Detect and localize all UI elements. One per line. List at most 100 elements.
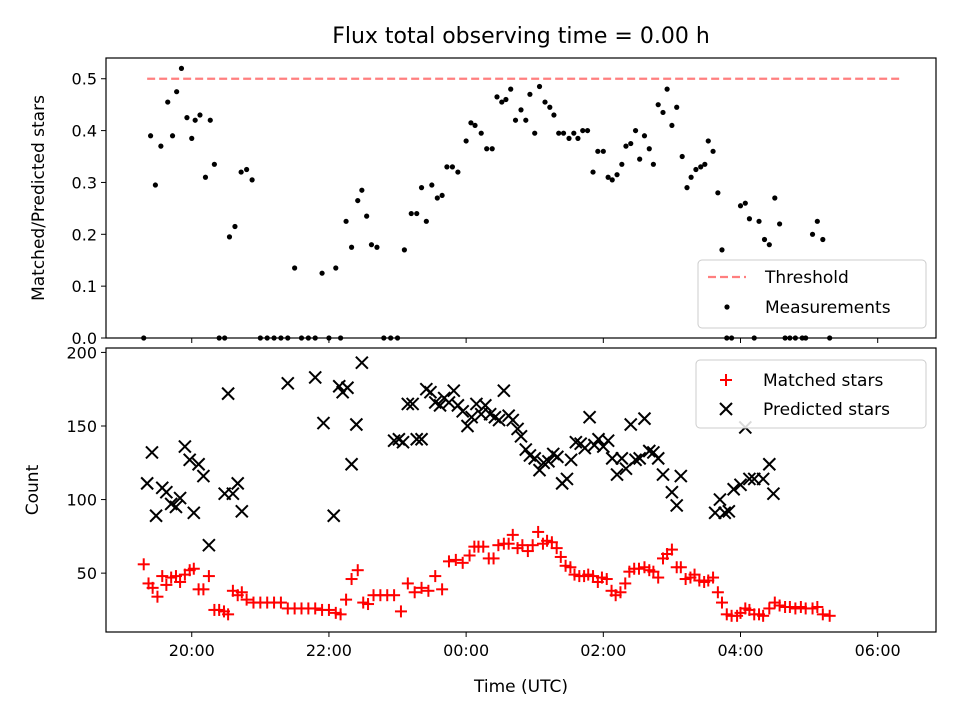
measurement-point [527,91,533,97]
predicted-star-point [541,454,556,469]
predicted-star-point [423,385,438,399]
measurement-point [343,218,349,224]
matched-star-point [823,609,836,622]
matched-star-point [715,596,728,609]
predicted-star-point [464,410,479,424]
matched-star-point [506,528,519,541]
predicted-star-point [169,500,183,514]
measurement-point [766,242,772,248]
predicted-star-point [756,472,770,486]
count-x-tick-label: 20:00 [169,641,215,660]
measurement-point [512,117,519,123]
matched-star-point [532,525,545,538]
legend-measurements-label: Measurements [765,298,891,318]
ratio-y-tick-label: 0.0 [72,329,97,348]
ratio-y-tick-label: 0.1 [72,277,97,296]
x-axis-label: Time (UTC) [473,677,568,697]
predicted-star-point [578,441,592,455]
measurement-point [348,244,355,250]
matched-star-point [456,556,469,569]
predicted-star-point [742,472,757,486]
measurement-points [141,65,833,341]
measurement-point [809,231,816,237]
matched-star-point [711,586,724,599]
matched-star-point [322,603,335,616]
predicted-star-point [615,451,629,466]
ratio-axes-frame [105,57,937,339]
measurement-point [444,164,450,170]
matched-star-point [463,549,476,562]
predicted-star-point [718,506,732,520]
measurement-point [434,195,440,201]
predicted-star-point [528,451,542,466]
measurement-point [777,221,783,227]
measurement-point [449,164,456,170]
measurement-point [472,122,478,129]
measurement-point [532,130,538,136]
matched-star-point [763,602,776,615]
measurement-point [542,99,548,105]
matched-star-point [197,583,210,596]
matched-star-point [502,537,515,550]
matched-star-point [274,596,287,609]
measurement-point [551,112,557,118]
measurement-point [165,99,171,105]
measurement-point [364,213,370,219]
ratio-y-tick-label: 0.5 [72,70,97,89]
measurement-point [623,143,629,149]
predicted-star-point [230,476,245,491]
count-y-tick-label: 150 [66,417,97,436]
matched-star-point [408,586,421,599]
predicted-star-point [316,416,331,430]
legend-threshold-label: Threshold [764,268,849,288]
legend-predicted-label: Predicted stars [763,400,890,420]
count-axes-frame [105,347,937,633]
matched-star-point [516,539,529,552]
measurement-point [605,174,611,180]
predicted-star-point [670,498,684,513]
matched-star-point [202,570,215,583]
measurement-point [669,122,675,129]
predicted-star-point [191,457,206,471]
matched-star-point [187,562,200,575]
matched-star-point [156,570,169,583]
predicted-star-point [628,453,643,467]
predicted-star-point [349,417,364,432]
matched-star-point [707,571,720,584]
measurement-point [637,156,643,162]
measurement-point [355,197,361,204]
measurement-point [211,161,217,167]
measurement-point [772,195,778,201]
measurement-point [374,244,380,250]
matched-star-point [632,562,645,575]
predicted-star-point [610,467,624,482]
predicted-star-point [226,486,240,501]
ratio-y-tick-label: 0.3 [72,173,97,192]
predicted-star-point [455,404,470,418]
predicted-star-point [344,457,359,471]
predicted-star-point [396,435,410,449]
measurement-point [705,138,711,144]
measurement-point [508,86,514,92]
ratio-y-tick-label: 0.4 [72,122,97,141]
matched-star-point [388,589,401,602]
matched-star-point [146,581,159,594]
measurement-point [418,185,425,191]
matched-star-point [665,543,678,556]
measurement-point [756,218,762,224]
predicted-star-point [196,469,211,483]
predicted-star-point [202,538,216,552]
measurement-point [650,161,656,167]
predicted-star-point [564,453,578,467]
measurement-point [478,130,484,136]
predicted-star-point [582,410,597,424]
matched-star-point [477,540,490,553]
measurement-point [189,135,195,141]
ratio-x-ticks [191,338,879,343]
measurement-point [614,172,620,178]
predicted-star-point [149,509,163,523]
matched-star-point [415,581,428,594]
matched-star-point [674,561,687,574]
measurement-point [590,169,596,175]
measurement-point [584,127,591,134]
